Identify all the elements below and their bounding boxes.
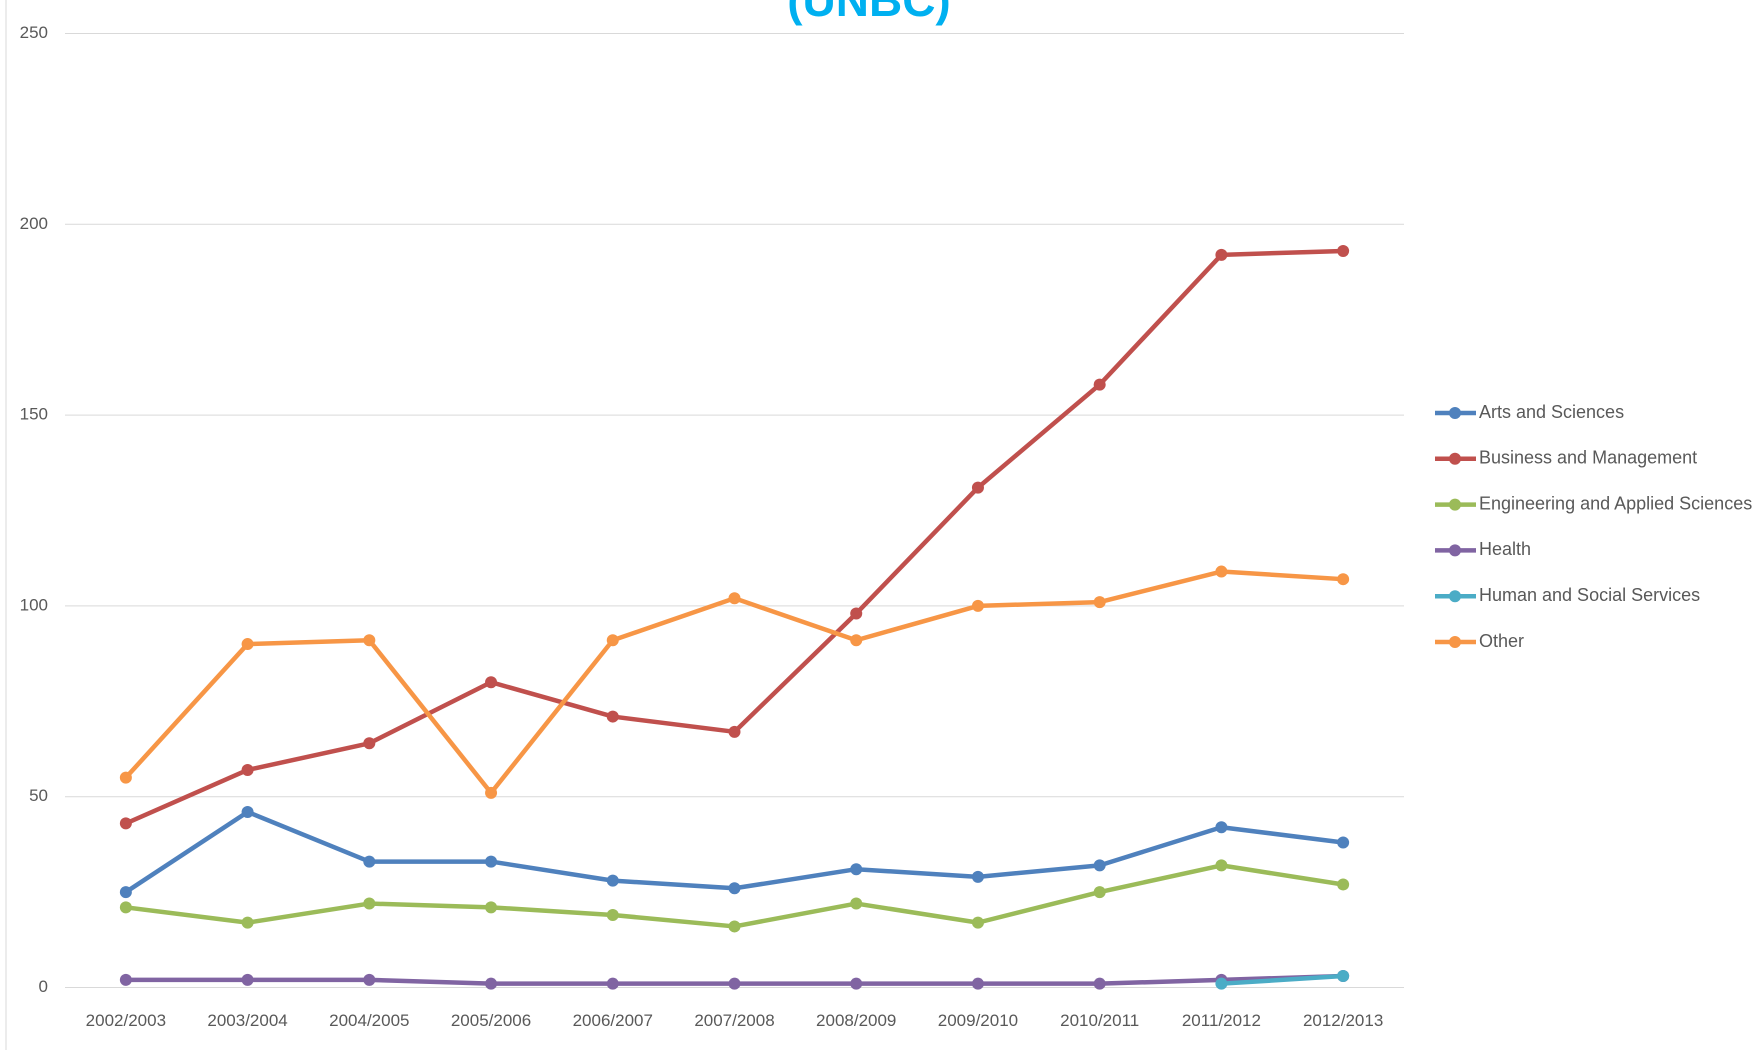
data-point xyxy=(728,882,741,895)
data-point xyxy=(606,874,619,887)
data-point xyxy=(606,634,619,647)
legend-label: Human and Social Services xyxy=(1479,585,1700,605)
data-point xyxy=(119,973,132,986)
data-point xyxy=(1337,245,1350,258)
data-point xyxy=(241,805,254,818)
legend-label: Other xyxy=(1479,631,1524,651)
data-point xyxy=(1215,565,1228,578)
x-tick-label: 2010/2011 xyxy=(1060,1011,1139,1030)
data-point xyxy=(850,634,863,647)
data-point xyxy=(119,901,132,914)
legend-marker xyxy=(1449,544,1461,557)
data-point xyxy=(971,481,984,494)
data-point xyxy=(485,901,498,914)
data-point xyxy=(119,771,132,784)
data-point xyxy=(850,897,863,910)
data-point xyxy=(1337,573,1350,586)
x-tick-label: 2004/2005 xyxy=(329,1011,409,1030)
data-point xyxy=(1093,886,1106,899)
data-point xyxy=(119,817,132,830)
data-point xyxy=(485,977,498,990)
x-tick-label: 2009/2010 xyxy=(938,1011,1018,1030)
x-tick-label: 2006/2007 xyxy=(573,1011,653,1030)
series-line xyxy=(125,863,1344,929)
data-point xyxy=(363,855,376,868)
legend-marker xyxy=(1449,590,1461,603)
legend-marker xyxy=(1449,452,1461,465)
x-tick-label: 2012/2013 xyxy=(1303,1011,1383,1030)
data-point xyxy=(1093,977,1106,990)
legend-label: Engineering and Applied Sciences xyxy=(1479,493,1752,513)
data-point xyxy=(1337,970,1350,983)
data-point xyxy=(363,737,376,750)
data-point xyxy=(485,676,498,689)
y-tick-label: 200 xyxy=(20,214,48,233)
x-tick-label: 2005/2006 xyxy=(451,1011,531,1030)
data-point xyxy=(606,710,619,723)
data-point xyxy=(363,897,376,910)
data-point xyxy=(241,638,254,651)
data-point xyxy=(606,977,619,990)
data-point xyxy=(1093,378,1106,391)
data-point xyxy=(241,763,254,776)
data-point xyxy=(119,886,132,899)
data-point xyxy=(850,607,863,620)
data-point xyxy=(971,977,984,990)
legend-label: Arts and Sciences xyxy=(1479,402,1624,422)
data-point xyxy=(1337,836,1350,849)
data-point xyxy=(728,977,741,990)
legend-label: Health xyxy=(1479,539,1531,559)
y-tick-label: 150 xyxy=(20,405,48,424)
data-point xyxy=(363,973,376,986)
data-point xyxy=(1093,596,1106,609)
legend-marker xyxy=(1449,407,1461,419)
y-tick-label: 0 xyxy=(39,977,48,996)
legend-label: Business and Management xyxy=(1479,448,1697,468)
y-tick-label: 100 xyxy=(20,595,48,614)
data-point xyxy=(1215,821,1228,834)
data-point xyxy=(850,863,863,876)
y-tick-label: 50 xyxy=(29,786,48,805)
data-point xyxy=(1215,248,1228,261)
data-point xyxy=(728,592,741,605)
data-point xyxy=(971,870,984,883)
data-point xyxy=(971,916,984,929)
data-point xyxy=(850,977,863,990)
data-point xyxy=(1093,859,1106,872)
data-point xyxy=(1215,977,1228,990)
y-tick-label: 250 xyxy=(20,23,48,42)
data-point xyxy=(241,973,254,986)
x-tick-label: 2002/2003 xyxy=(86,1011,166,1030)
x-tick-label: 2003/2004 xyxy=(207,1011,287,1030)
x-tick-label: 2007/2008 xyxy=(694,1011,774,1030)
data-point xyxy=(363,634,376,647)
data-point xyxy=(606,908,619,921)
data-point xyxy=(485,855,498,868)
x-tick-label: 2008/2009 xyxy=(816,1011,896,1030)
data-point xyxy=(1337,878,1350,891)
data-point xyxy=(241,916,254,929)
legend-marker xyxy=(1449,498,1461,511)
series-line xyxy=(124,569,1344,796)
data-point xyxy=(728,725,741,738)
data-point xyxy=(1215,859,1228,872)
data-point xyxy=(728,920,741,933)
series-line xyxy=(1221,973,1344,986)
data-point xyxy=(485,786,498,799)
x-tick-label: 2011/2012 xyxy=(1182,1011,1261,1030)
data-point xyxy=(971,599,984,612)
legend-marker xyxy=(1449,636,1461,648)
chart-title: (UNBC) xyxy=(787,0,951,26)
